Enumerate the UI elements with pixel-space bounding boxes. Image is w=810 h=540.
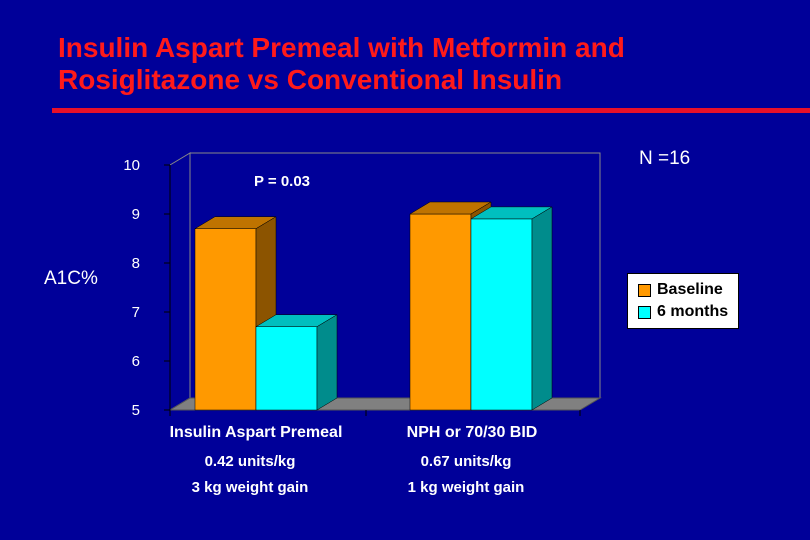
bar-front-baseline-1: [194, 228, 257, 411]
title-underline: [52, 108, 810, 113]
bar-front-6-months-2: [470, 218, 533, 411]
bar-front-baseline-2: [409, 213, 472, 411]
x-category-sublabel-2-1: 0.67 units/kg: [421, 453, 512, 470]
sample-size-label: N =16: [639, 148, 691, 169]
x-category-label-2: NPH or 70/30 BID: [407, 424, 538, 441]
legend-swatch-baseline: [638, 283, 651, 297]
legend-label-6-months: 6 months: [657, 303, 729, 320]
legend: Baseline 6 months: [627, 273, 739, 329]
p-value-annotation: P = 0.03: [254, 173, 310, 190]
legend-label-baseline: Baseline: [657, 281, 723, 298]
legend-item-6-months: 6 months: [638, 302, 728, 322]
y-axis-label: A1C%: [44, 268, 98, 289]
title-line-2: Rosiglitazone vs Conventional Insulin: [58, 64, 563, 95]
y-tick-label-9: 9: [132, 206, 140, 223]
legend-item-baseline: Baseline: [638, 280, 723, 300]
y-tick-label-10: 10: [123, 157, 140, 174]
x-category-label-1: Insulin Aspart Premeal: [170, 424, 343, 441]
bar-side-6-months-2: [531, 206, 553, 411]
bar-side-6-months-1: [316, 314, 338, 411]
x-category-sublabel-1-1: 0.42 units/kg: [205, 453, 296, 470]
x-category-sublabel-1-2: 3 kg weight gain: [192, 479, 309, 496]
title-line-1: Insulin Aspart Premeal with Metformin an…: [58, 32, 625, 63]
legend-swatch-6-months: [638, 305, 651, 319]
y-tick-label-5: 5: [132, 402, 140, 419]
bar-front-6-months-1: [255, 326, 318, 411]
x-category-sublabel-2-2: 1 kg weight gain: [408, 479, 525, 496]
slide-title: Insulin Aspart Premeal with Metformin an…: [58, 32, 625, 96]
y-tick-label-6: 6: [132, 353, 140, 370]
plot-side-wall: [169, 152, 191, 411]
y-tick-label-7: 7: [132, 304, 140, 321]
y-tick-label-8: 8: [132, 255, 140, 272]
